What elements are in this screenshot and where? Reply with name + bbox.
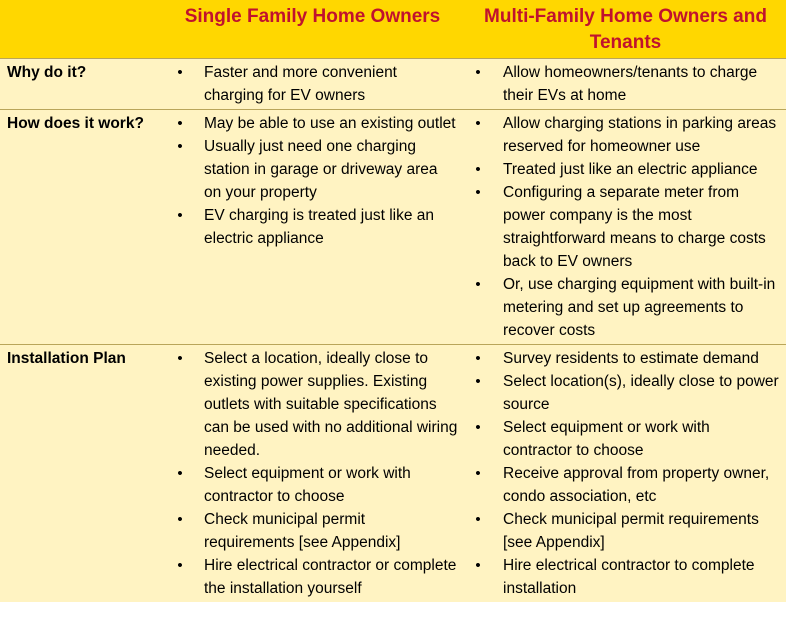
header-blank-cell (0, 0, 160, 59)
list-item-text: Check municipal permit requirements [see… (204, 511, 401, 551)
list-item-text: Usually just need one charging station i… (204, 138, 438, 201)
row-label: How does it work? (7, 115, 144, 132)
bullet-icon: • (475, 373, 481, 390)
list-item: • Check municipal permit requirements [se… (465, 508, 780, 554)
bullet-icon: • (177, 64, 183, 81)
list-item: • Configuring a separate meter from power… (465, 181, 780, 273)
multi-family-cell: • Allow homeowners/tenants to charge thei… (465, 59, 786, 110)
list-item: • Select equipment or work with contracto… (465, 416, 780, 462)
list-item-text: Select location(s), ideally close to pow… (503, 373, 779, 413)
list-item: • Select location(s), ideally close to po… (465, 370, 780, 416)
list-item: • Hire electrical contractor to complete … (465, 554, 780, 600)
table-row-why: Why do it? • Faster and more convenient c… (0, 58, 786, 110)
list-item: • Hire electrical contractor or complete … (160, 554, 459, 600)
multi-family-cell: • Allow charging stations in parking area… (465, 110, 786, 345)
bullet-icon: • (475, 276, 481, 293)
list-item: • Select a location, ideally close to exi… (160, 347, 459, 462)
bullet-icon: • (475, 161, 481, 178)
bullet-list: • Select a location, ideally close to exi… (160, 345, 465, 602)
row-label: Why do it? (7, 64, 87, 81)
bullet-icon: • (177, 557, 183, 574)
header-multi-family: Multi-Family Home Owners and Tenants (484, 6, 767, 53)
bullet-icon: • (475, 184, 481, 201)
bullet-icon: • (177, 350, 183, 367)
list-item: • Receive approval from property owner, c… (465, 462, 780, 508)
list-item-text: May be able to use an existing outlet (204, 115, 456, 132)
bullet-icon: • (177, 511, 183, 528)
bullet-icon: • (475, 350, 481, 367)
list-item: • May be able to use an existing outlet (160, 112, 459, 135)
single-family-cell: • Faster and more convenient charging for… (160, 59, 465, 110)
bullet-list: • Allow homeowners/tenants to charge thei… (465, 59, 786, 109)
single-family-cell: • Select a location, ideally close to exi… (160, 345, 465, 603)
list-item: • Allow homeowners/tenants to charge thei… (465, 61, 780, 107)
list-item: • Select equipment or work with contracto… (160, 462, 459, 508)
list-item: • EV charging is treated just like an ele… (160, 204, 459, 250)
bullet-icon: • (475, 511, 481, 528)
list-item-text: EV charging is treated just like an elec… (204, 207, 435, 247)
table-row-how: How does it work? • May be able to use an… (0, 109, 786, 345)
list-item: • Usually just need one charging station … (160, 135, 459, 204)
list-item-text: Select a location, ideally close to exis… (204, 350, 458, 459)
header-row: Single Family Home Owners Multi-Family H… (0, 0, 786, 59)
list-item-text: Faster and more convenient charging for … (204, 64, 397, 104)
header-single-family: Single Family Home Owners (184, 6, 441, 27)
list-item: • Or, use charging equipment with built-i… (465, 273, 780, 342)
list-item-text: Hire electrical contractor to complete i… (503, 557, 755, 597)
bullet-icon: • (475, 64, 481, 81)
list-item: • Faster and more convenient charging for… (160, 61, 459, 107)
row-label: Installation Plan (7, 350, 126, 367)
multi-family-cell: • Survey residents to estimate demand • Se… (465, 345, 786, 603)
list-item-text: Allow charging stations in parking areas… (503, 115, 777, 155)
list-item-text: Or, use charging equipment with built-in… (503, 276, 776, 339)
bullet-icon: • (475, 419, 481, 436)
list-item-text: Survey residents to estimate demand (503, 350, 759, 367)
bullet-icon: • (475, 557, 481, 574)
single-family-cell: • May be able to use an existing outlet •… (160, 110, 465, 345)
list-item-text: Hire electrical contractor or complete t… (204, 557, 457, 597)
bullet-list: • Survey residents to estimate demand • Se… (465, 345, 786, 602)
list-item-text: Select equipment or work with contractor… (503, 419, 710, 459)
bullet-list: • May be able to use an existing outlet •… (160, 110, 465, 252)
bullet-icon: • (177, 465, 183, 482)
bullet-icon: • (177, 138, 183, 155)
bullet-list: • Allow charging stations in parking area… (465, 110, 786, 344)
bullet-icon: • (475, 465, 481, 482)
table-row-installation: Installation Plan • Select a location, id… (0, 344, 786, 603)
list-item-text: Check municipal permit requirements [see… (503, 511, 759, 551)
bullet-list: • Faster and more convenient charging for… (160, 59, 465, 109)
list-item-text: Select equipment or work with contractor… (204, 465, 411, 505)
list-item: • Survey residents to estimate demand (465, 347, 780, 370)
list-item-text: Allow homeowners/tenants to charge their… (503, 64, 758, 104)
list-item-text: Receive approval from property owner, co… (503, 465, 770, 505)
list-item-text: Configuring a separate meter from power … (503, 184, 766, 270)
list-item: • Treated just like an electric appliance (465, 158, 780, 181)
list-item-text: Treated just like an electric appliance (503, 161, 758, 178)
bullet-icon: • (475, 115, 481, 132)
list-item: • Allow charging stations in parking area… (465, 112, 780, 158)
comparison-table: Single Family Home Owners Multi-Family H… (0, 0, 786, 602)
bullet-icon: • (177, 207, 183, 224)
bullet-icon: • (177, 115, 183, 132)
list-item: • Check municipal permit requirements [se… (160, 508, 459, 554)
